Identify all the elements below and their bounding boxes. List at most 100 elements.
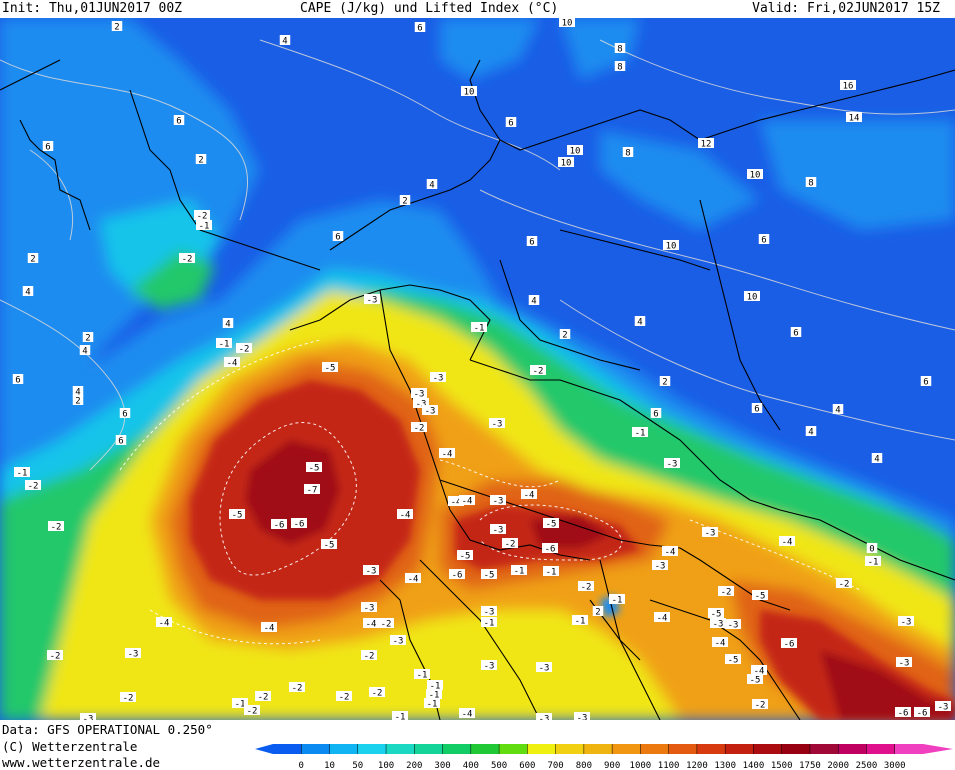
svg-text:4: 4: [531, 297, 536, 307]
lifted-index-label: 10: [567, 145, 583, 157]
lifted-index-label: 16: [840, 80, 856, 92]
colorbar-tick-label: 200: [406, 761, 422, 770]
lifted-index-label: -5: [747, 674, 763, 686]
lifted-index-label: -2: [194, 210, 210, 222]
colorbar-swatch: [781, 744, 811, 754]
svg-text:10: 10: [570, 147, 581, 157]
lifted-index-label: -2: [47, 650, 63, 662]
lifted-index-label: -5: [306, 462, 322, 474]
colorbar-swatch: [555, 744, 585, 754]
lifted-index-label: -4: [662, 546, 678, 558]
lifted-index-label: -1: [632, 427, 648, 439]
svg-text:8: 8: [808, 179, 813, 189]
colorbar-tick-label: 1200: [686, 761, 708, 770]
colorbar-tick-label: 10: [324, 761, 335, 770]
svg-text:-4: -4: [366, 620, 377, 630]
svg-text:-2: -2: [381, 620, 392, 630]
colorbar-swatch: [612, 744, 641, 754]
svg-text:-2: -2: [292, 684, 303, 694]
lifted-index-label: 4: [426, 179, 438, 191]
svg-text:10: 10: [666, 242, 677, 252]
lifted-index-label: 10: [663, 240, 679, 252]
lifted-index-label: 6: [526, 236, 538, 248]
svg-text:6: 6: [417, 24, 422, 34]
svg-text:4: 4: [75, 388, 80, 398]
lifted-index-label: -1: [481, 617, 497, 629]
svg-text:-4: -4: [754, 667, 765, 677]
svg-text:2: 2: [198, 156, 203, 166]
lifted-index-label: 6: [650, 408, 662, 420]
svg-text:6: 6: [653, 410, 658, 420]
lifted-index-label: 6: [173, 115, 185, 127]
colorbar-right-arrow: [923, 744, 953, 754]
svg-text:-1: -1: [546, 568, 557, 578]
svg-text:-6: -6: [274, 521, 285, 531]
lifted-index-label: -6: [271, 519, 287, 531]
svg-text:-1: -1: [395, 713, 406, 721]
svg-text:-6: -6: [294, 520, 305, 530]
lifted-index-label: -3: [125, 648, 141, 660]
lifted-index-label: 6: [751, 403, 763, 415]
svg-text:-3: -3: [367, 296, 378, 306]
lifted-index-label: -3: [430, 372, 446, 384]
lifted-index-label: -3: [664, 458, 680, 470]
lifted-index-label: -3: [898, 616, 914, 628]
chart-title: CAPE (J/kg) und Lifted Index (°C): [300, 1, 559, 16]
lifted-index-label: -3: [652, 560, 668, 572]
lifted-index-label: -2: [502, 538, 518, 550]
lifted-index-label: 2: [82, 332, 94, 344]
lifted-index-label: 4: [832, 404, 844, 416]
colorbar-tick-label: 1100: [658, 761, 680, 770]
lifted-index-label: 4: [279, 35, 291, 47]
svg-text:2: 2: [595, 608, 600, 618]
svg-text:-3: -3: [577, 714, 588, 721]
lifted-index-label: -1: [426, 689, 442, 701]
lifted-index-label: 14: [846, 112, 862, 124]
lifted-index-label: -3: [935, 701, 951, 713]
svg-text:-3: -3: [393, 637, 404, 647]
svg-text:8: 8: [625, 149, 630, 159]
colorbar-swatch: [809, 744, 839, 754]
init-time: Init: Thu,01JUN2017 00Z: [2, 1, 183, 16]
colorbar: 0 10 50 100 200 300 400 500 600 700 800 900 1000 1100…: [255, 744, 953, 770]
svg-text:-1: -1: [868, 558, 879, 568]
colorbar-tick-label: 1000: [630, 761, 652, 770]
svg-text:2: 2: [562, 331, 567, 341]
lifted-index-label: -3: [411, 388, 427, 400]
lifted-index-label: -1: [865, 556, 881, 568]
svg-text:-6: -6: [452, 571, 463, 581]
lifted-index-label: -2: [369, 687, 385, 699]
lifted-index-label: -5: [481, 569, 497, 581]
svg-text:2: 2: [662, 378, 667, 388]
lifted-index-label: -3: [413, 398, 429, 410]
lifted-index-label: 0: [866, 543, 878, 555]
svg-text:2: 2: [75, 397, 80, 407]
website-link[interactable]: www.wetterzentrale.de: [2, 755, 161, 770]
svg-text:-4: -4: [657, 614, 668, 624]
lifted-index-label: -3: [574, 712, 590, 720]
colorbar-tick-label: 1500: [771, 761, 793, 770]
lifted-index-label: -1: [543, 566, 559, 578]
lifted-index-label: -3: [725, 619, 741, 631]
lifted-index-label: 4: [222, 318, 234, 330]
svg-text:-4: -4: [451, 498, 462, 508]
lifted-index-label: -2: [179, 253, 195, 265]
lifted-index-label: 2: [399, 195, 411, 207]
svg-text:4: 4: [25, 288, 30, 298]
lifted-index-label: 4: [22, 286, 34, 298]
svg-text:-4: -4: [462, 497, 473, 507]
colorbar-swatch: [470, 744, 500, 754]
lifted-index-label: 12: [698, 138, 714, 150]
svg-text:16: 16: [843, 82, 854, 92]
lifted-index-label: -1: [572, 615, 588, 627]
svg-text:-4: -4: [408, 575, 419, 585]
svg-text:4: 4: [835, 406, 840, 416]
svg-text:6: 6: [508, 119, 513, 129]
colorbar-swatch: [725, 744, 754, 754]
lifted-index-label: 6: [790, 327, 802, 339]
svg-text:-3: -3: [899, 659, 910, 669]
colorbar-swatch: [668, 744, 698, 754]
svg-text:-3: -3: [539, 715, 550, 721]
svg-text:-1: -1: [575, 617, 586, 627]
lifted-index-label: -5: [708, 608, 724, 620]
